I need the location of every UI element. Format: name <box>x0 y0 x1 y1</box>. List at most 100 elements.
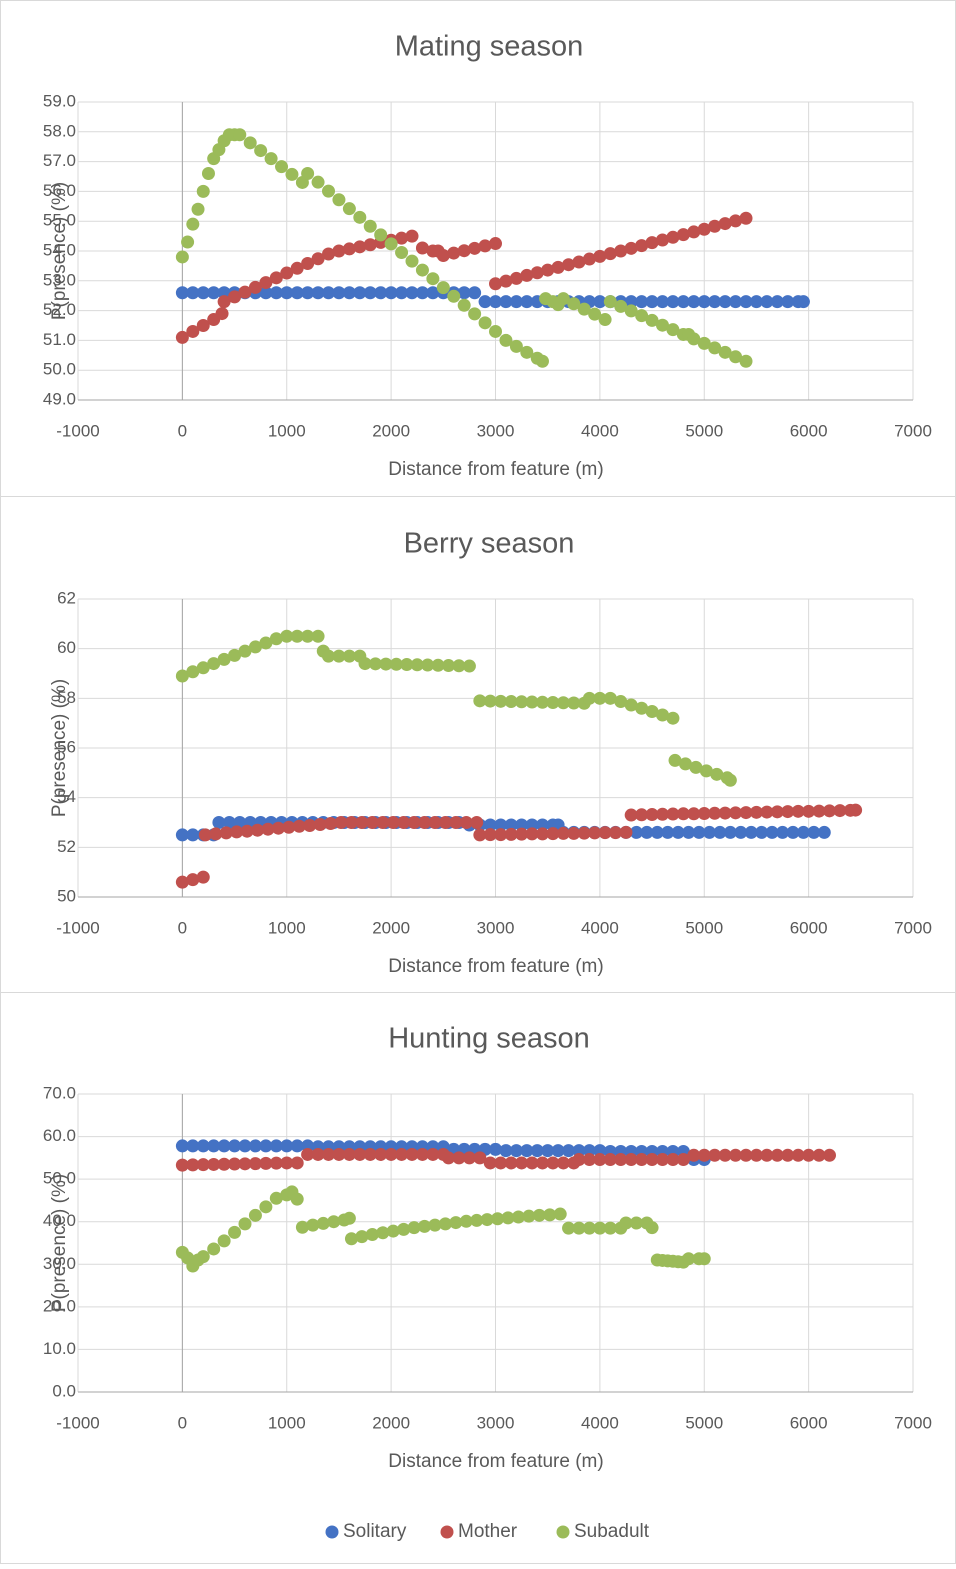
point <box>290 261 304 275</box>
point <box>175 250 189 264</box>
point <box>447 289 461 303</box>
point <box>687 295 701 309</box>
point <box>676 807 690 821</box>
point <box>739 1148 753 1162</box>
point <box>567 696 581 710</box>
point <box>313 817 327 831</box>
point <box>522 1209 536 1223</box>
point <box>470 816 484 829</box>
point <box>418 1219 432 1233</box>
y-tick-label: 57.0 <box>43 151 76 170</box>
point <box>718 217 732 231</box>
legend-marker <box>556 1525 570 1539</box>
point <box>535 695 549 709</box>
x-tick-label: -1000 <box>56 1413 99 1432</box>
point <box>708 1148 722 1162</box>
point <box>666 807 680 821</box>
point <box>734 825 748 839</box>
point <box>473 828 487 842</box>
point <box>624 698 638 712</box>
point <box>593 295 607 309</box>
point <box>532 1208 546 1222</box>
point <box>770 295 784 309</box>
point <box>186 217 200 231</box>
point <box>386 1224 400 1238</box>
point <box>718 345 732 359</box>
point <box>431 658 445 672</box>
point <box>468 286 482 300</box>
point <box>781 1148 795 1162</box>
point <box>530 266 544 280</box>
point <box>781 805 795 819</box>
point <box>376 1226 390 1240</box>
point <box>666 711 680 725</box>
point <box>457 298 471 312</box>
point <box>259 1139 273 1153</box>
point <box>290 1139 304 1153</box>
y-tick-label: 20.0 <box>43 1296 76 1315</box>
point <box>374 1147 388 1161</box>
point <box>499 274 513 288</box>
point <box>708 341 722 355</box>
point <box>729 295 743 309</box>
point <box>755 825 769 839</box>
point <box>687 1148 701 1162</box>
y-tick-label: 70.0 <box>43 1083 76 1102</box>
point <box>355 1230 369 1244</box>
point <box>812 804 826 818</box>
point <box>515 818 529 832</box>
x-tick-label: 6000 <box>790 421 828 440</box>
chart-title: Hunting season <box>388 1023 590 1055</box>
point <box>379 657 393 671</box>
y-tick-label: 55.0 <box>43 211 76 230</box>
y-tick-label: 50.0 <box>43 360 76 379</box>
point <box>687 225 701 239</box>
point <box>682 1252 696 1266</box>
point <box>697 295 711 309</box>
point <box>718 295 732 309</box>
point <box>196 1139 210 1153</box>
point <box>656 233 669 247</box>
point <box>723 825 737 839</box>
x-tick-label: 2000 <box>372 1413 410 1432</box>
point <box>384 286 398 300</box>
point <box>311 252 325 266</box>
x-tick-label: 0 <box>178 918 187 937</box>
point <box>494 818 508 832</box>
point <box>438 816 452 829</box>
point <box>186 665 200 679</box>
point <box>593 1221 607 1235</box>
point <box>248 280 262 294</box>
point <box>729 214 743 228</box>
point <box>645 1221 659 1235</box>
point <box>418 816 432 829</box>
point <box>280 629 294 643</box>
point <box>353 240 367 254</box>
point <box>530 1144 544 1158</box>
y-tick-label: 56 <box>57 737 76 756</box>
y-tick-label: 10.0 <box>43 1339 76 1358</box>
point <box>207 286 221 300</box>
point <box>386 816 400 829</box>
point <box>395 245 409 259</box>
point <box>365 816 379 829</box>
point <box>760 295 774 309</box>
point <box>186 873 200 887</box>
point <box>739 806 753 820</box>
point <box>186 1158 200 1172</box>
point <box>708 295 722 309</box>
point <box>254 144 268 158</box>
point <box>692 825 706 839</box>
chart-panel: Hunting season 0.0 10.0 20.0 30.0 40.0 50.0 60.… <box>43 1023 932 1472</box>
y-tick-label: 54.0 <box>43 240 76 259</box>
point <box>175 1139 189 1153</box>
point <box>796 295 810 309</box>
point <box>269 632 283 646</box>
point <box>175 330 189 344</box>
point <box>478 295 492 309</box>
point <box>243 136 257 150</box>
chart-title: Mating season <box>395 31 584 63</box>
point <box>457 244 471 258</box>
